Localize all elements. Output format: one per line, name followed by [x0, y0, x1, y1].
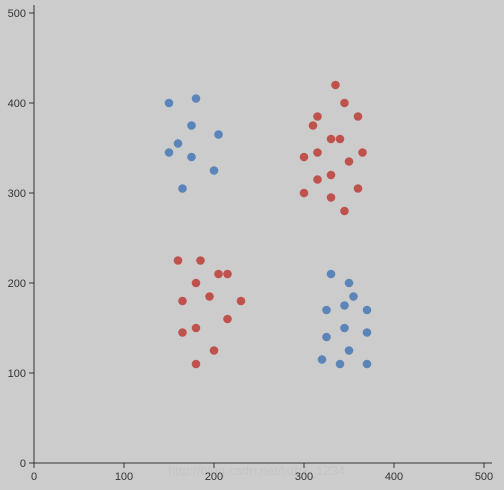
- data-point: [322, 332, 331, 342]
- x-tick-label: 100: [115, 471, 133, 483]
- data-point: [340, 98, 349, 108]
- data-point: [196, 256, 205, 265]
- data-point: [299, 152, 309, 162]
- data-point: [344, 278, 354, 288]
- x-tick-label: 0: [31, 471, 37, 483]
- data-point: [362, 359, 372, 369]
- data-point: [353, 112, 363, 121]
- data-point: [187, 152, 196, 162]
- data-point: [164, 98, 174, 108]
- data-point: [340, 323, 349, 333]
- data-point: [362, 305, 372, 315]
- data-point: [178, 296, 187, 306]
- data-point: [326, 269, 336, 279]
- data-point: [164, 148, 174, 157]
- data-point: [214, 130, 223, 139]
- x-tick-label: 500: [475, 471, 493, 483]
- y-tick-label: 500: [8, 8, 26, 20]
- data-point: [299, 188, 309, 198]
- data-point: [209, 346, 219, 355]
- data-point: [173, 256, 183, 265]
- data-point: [178, 184, 187, 193]
- axes: 0 100 200 300 400 500 0 100 200 300 400 500: [8, 5, 493, 483]
- x-tick-label: 200: [205, 471, 223, 483]
- data-point: [317, 355, 327, 364]
- data-point: [173, 139, 183, 148]
- data-point: [358, 148, 367, 157]
- x-tick-label: 400: [385, 471, 403, 483]
- data-point: [335, 359, 345, 369]
- data-point: [344, 346, 354, 355]
- data-point: [326, 134, 336, 144]
- data-point: [223, 269, 232, 279]
- watermark-text: http://blog.csdn.net/lxtb1_1234: [168, 463, 345, 478]
- data-point: [214, 269, 223, 279]
- y-tick-label: 300: [8, 188, 26, 200]
- data-point: [353, 184, 363, 193]
- x-tick-label: 300: [295, 471, 313, 483]
- data-point: [326, 170, 336, 180]
- data-point: [335, 134, 345, 144]
- data-point: [223, 314, 232, 324]
- series-1: [164, 94, 372, 369]
- data-point: [191, 278, 201, 288]
- data-point: [236, 296, 246, 306]
- data-point: [313, 175, 322, 184]
- data-point: [349, 292, 358, 301]
- data-point: [178, 328, 187, 337]
- data-point: [331, 80, 340, 90]
- y-tick-label: 200: [8, 278, 26, 290]
- data-point: [313, 112, 322, 121]
- data-point: [191, 94, 201, 103]
- data-point: [209, 166, 219, 175]
- y-tick-label: 400: [8, 98, 26, 110]
- data-point: [191, 359, 201, 369]
- data-point: [308, 121, 318, 130]
- data-point: [326, 193, 336, 202]
- data-point: [340, 206, 349, 216]
- y-tick-label: 0: [20, 458, 26, 470]
- data-point: [191, 323, 201, 333]
- data-points: [164, 80, 372, 369]
- data-point: [362, 328, 372, 337]
- data-point: [205, 292, 214, 301]
- data-point: [340, 301, 349, 310]
- series-2: [173, 80, 367, 369]
- data-point: [313, 148, 322, 157]
- data-point: [344, 157, 354, 166]
- data-point: [322, 305, 331, 315]
- data-point: [187, 121, 196, 130]
- y-tick-label: 100: [8, 368, 26, 380]
